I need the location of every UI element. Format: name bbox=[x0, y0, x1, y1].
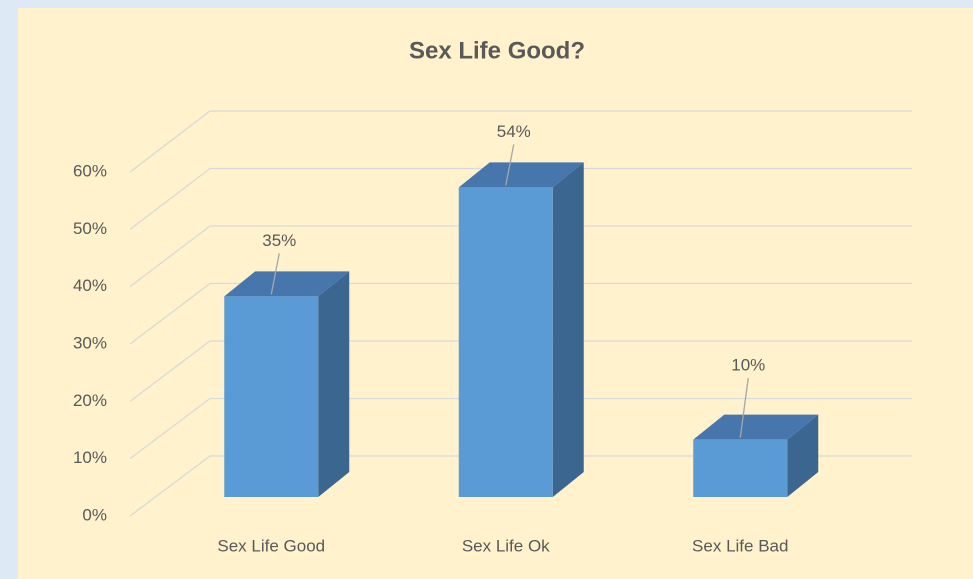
grid-line bbox=[129, 225, 211, 288]
x-tick-label: Sex Life Ok bbox=[462, 536, 550, 555]
bar-top bbox=[693, 414, 819, 440]
bar-side bbox=[318, 271, 350, 497]
x-tick-label: Sex Life Good bbox=[217, 536, 325, 555]
y-tick-label: 50% bbox=[73, 219, 107, 238]
y-tick-label: 30% bbox=[73, 333, 107, 352]
y-tick-label: 10% bbox=[73, 448, 107, 467]
bar-top bbox=[458, 162, 584, 188]
y-tick-label: 40% bbox=[73, 276, 107, 295]
bar bbox=[458, 187, 553, 497]
grid-line bbox=[129, 167, 211, 230]
leader-line bbox=[739, 377, 749, 438]
leader-line bbox=[505, 144, 515, 186]
y-tick-label: 0% bbox=[82, 505, 107, 524]
bar-side bbox=[787, 414, 819, 497]
data-label: 10% bbox=[731, 355, 765, 374]
grid-line bbox=[129, 397, 211, 460]
grid-line bbox=[129, 110, 211, 173]
leader-line bbox=[270, 253, 280, 295]
grid-line bbox=[129, 282, 211, 345]
y-tick-label: 60% bbox=[73, 161, 107, 180]
chart-title: Sex Life Good? bbox=[409, 37, 585, 64]
grid-line bbox=[129, 455, 211, 517]
bar-top bbox=[224, 271, 350, 297]
bar-side bbox=[552, 162, 584, 497]
x-tick-label: Sex Life Bad bbox=[692, 536, 788, 555]
grid-line bbox=[129, 340, 211, 402]
data-label: 35% bbox=[262, 231, 296, 250]
data-label: 54% bbox=[497, 122, 531, 141]
bar bbox=[693, 439, 788, 497]
y-tick-label: 20% bbox=[73, 391, 107, 410]
bar bbox=[224, 296, 319, 497]
